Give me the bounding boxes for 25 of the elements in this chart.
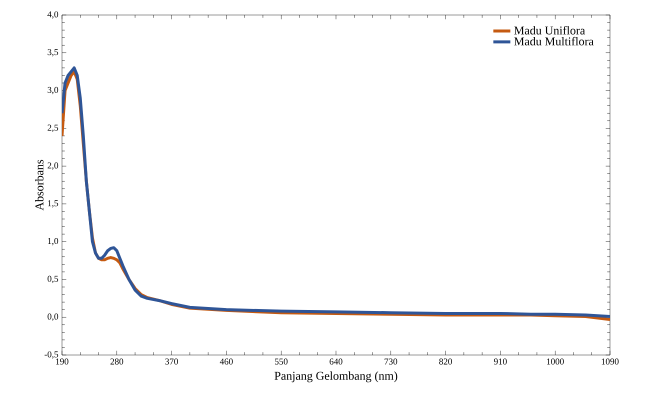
y-tick-label: 2,0 — [48, 162, 58, 170]
y-tick-label: 1,0 — [48, 238, 58, 246]
x-tick-label: 820 — [439, 358, 452, 365]
y-tick-label: 3,0 — [48, 86, 58, 94]
x-tick-label: 370 — [165, 358, 178, 365]
x-tick-label: 190 — [56, 358, 68, 365]
x-tick-label: 550 — [274, 358, 288, 365]
x-tick-label: 910 — [494, 358, 507, 365]
x-tick-label: 460 — [220, 358, 233, 365]
y-tick-label: -0,5 — [44, 351, 58, 359]
y-tick-label: 3,5 — [48, 49, 58, 56]
x-tick-label: 280 — [110, 358, 124, 365]
x-tick-label: 730 — [384, 358, 398, 365]
legend-label: Madu Multiflora — [514, 36, 594, 46]
x-tick-label: 1090 — [602, 358, 619, 365]
y-tick-label: 4,0 — [47, 11, 58, 19]
legend-label: Madu Uniflora — [514, 26, 586, 35]
y-tick-label: 2,5 — [48, 124, 58, 132]
x-axis-title: Panjang Gelombang (nm) — [274, 371, 398, 382]
y-tick-label: 0,5 — [48, 276, 58, 284]
y-tick-label: 1,5 — [48, 200, 58, 208]
x-tick-label: 640 — [330, 358, 342, 365]
y-axis-title: Absorbans — [35, 160, 44, 210]
y-tick-label: 0,0 — [48, 314, 58, 321]
x-tick-label: 1000 — [547, 358, 564, 365]
